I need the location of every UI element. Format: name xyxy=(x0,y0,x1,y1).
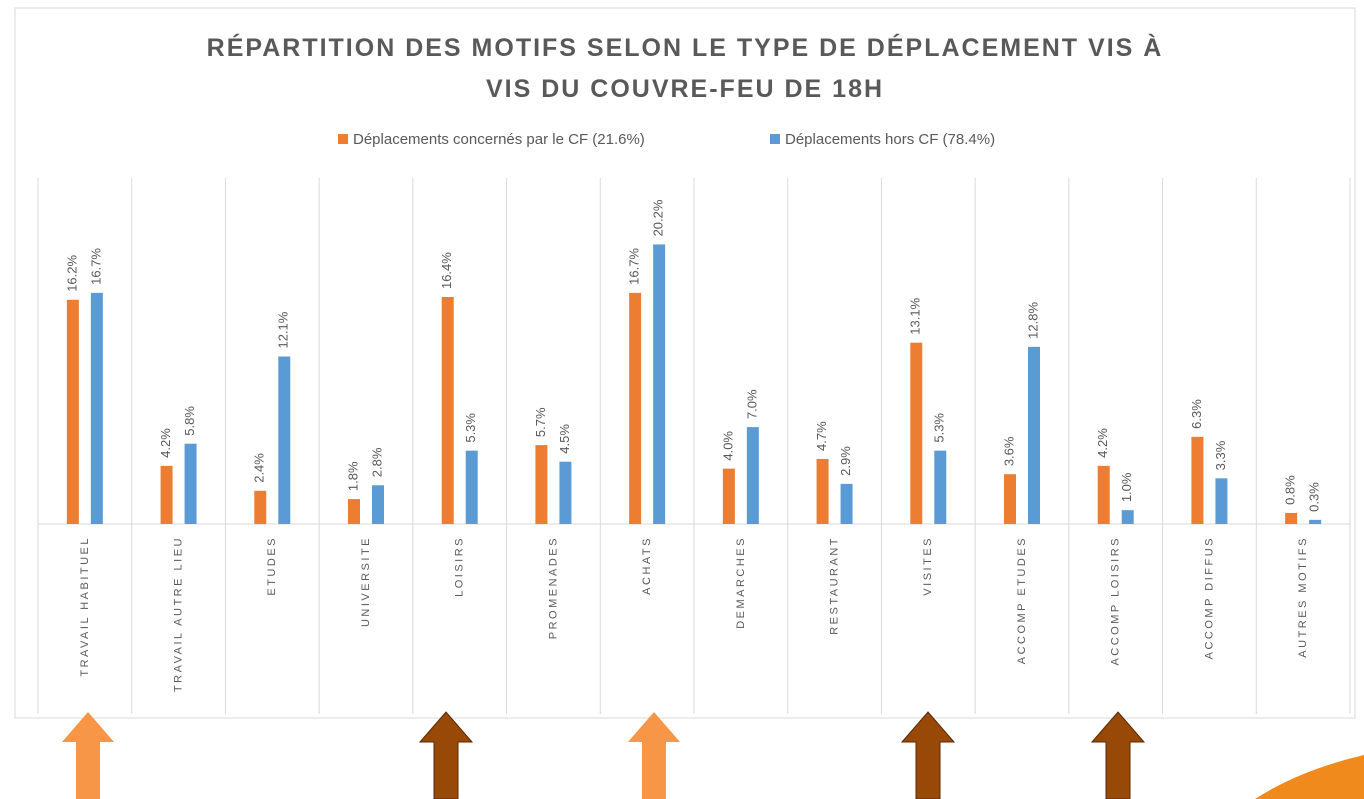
value-label: 13.1% xyxy=(908,297,923,334)
x-tick-label: VISITES xyxy=(922,536,934,596)
decoration xyxy=(1255,755,1364,799)
arrow xyxy=(62,712,114,799)
x-tick-label: PROMENADES xyxy=(547,536,559,639)
x-tick-label: ACCOMP DIFFUS xyxy=(1203,536,1215,659)
value-label: 16.7% xyxy=(627,248,642,285)
bar xyxy=(372,485,384,524)
bar xyxy=(746,427,759,524)
x-tick-label: LOISIRS xyxy=(454,536,466,597)
value-label: 5.3% xyxy=(932,413,947,443)
x-tick-label: ETUDES xyxy=(266,536,278,596)
arrow xyxy=(418,711,474,799)
bar xyxy=(66,299,79,524)
bar xyxy=(90,292,103,524)
x-tick-label: ACCOMP ETUDES xyxy=(1016,536,1028,664)
x-tick-label: TRAVAIL HABITUEL xyxy=(79,536,91,677)
value-label: 2.8% xyxy=(369,447,384,477)
x-tick-label: TRAVAIL AUTRE LIEU xyxy=(172,536,184,692)
value-label: 12.8% xyxy=(1025,302,1040,339)
value-label: 12.1% xyxy=(276,311,291,348)
arrows xyxy=(62,711,1364,799)
value-label: 20.2% xyxy=(651,199,666,236)
value-label: 3.6% xyxy=(1001,436,1016,466)
value-label: 7.0% xyxy=(744,389,759,419)
arrow xyxy=(628,712,680,799)
bar xyxy=(465,450,478,524)
value-label: 5.3% xyxy=(463,413,478,443)
arrow xyxy=(900,711,956,799)
bar xyxy=(840,483,853,524)
value-label: 4.0% xyxy=(720,431,735,461)
bar xyxy=(816,458,829,524)
bar xyxy=(160,465,173,524)
value-label: 4.2% xyxy=(158,428,173,458)
legend-swatch xyxy=(338,134,348,144)
bar xyxy=(1191,436,1204,524)
legend-label: Déplacements hors CF (78.4%) xyxy=(785,131,995,148)
chart-frame xyxy=(14,7,1356,719)
bar xyxy=(1215,478,1228,524)
value-label: 1.0% xyxy=(1119,472,1134,502)
value-label: 2.9% xyxy=(838,446,853,476)
bar xyxy=(441,297,454,524)
bar xyxy=(910,342,923,524)
x-tick-label: DEMARCHES xyxy=(735,536,747,629)
value-label: 6.3% xyxy=(1189,399,1204,429)
bar xyxy=(1285,512,1298,524)
bar xyxy=(254,490,267,524)
value-label: 16.4% xyxy=(439,252,454,289)
legend-label: Déplacements concernés par le CF (21.6%) xyxy=(353,131,645,148)
bar xyxy=(1309,519,1322,524)
bar xyxy=(934,450,947,524)
arrow xyxy=(1090,711,1146,799)
x-tick-label: ACCOMP LOISIRS xyxy=(1110,536,1122,666)
value-label: 4.2% xyxy=(1095,428,1110,458)
value-label: 4.5% xyxy=(557,424,572,454)
chart-title: VIS DU COUVRE-FEU DE 18H xyxy=(486,75,884,103)
bar xyxy=(184,443,197,524)
x-tick-label: RESTAURANT xyxy=(828,536,840,635)
bar xyxy=(348,499,360,524)
x-tick-label: AUTRES MOTIFS xyxy=(1297,536,1309,658)
chart-title: RÉPARTITION DES MOTIFS SELON LE TYPE DE … xyxy=(207,33,1164,62)
value-label: 2.4% xyxy=(252,453,267,483)
value-label: 4.7% xyxy=(814,421,829,451)
bar xyxy=(559,461,572,524)
value-label: 0.8% xyxy=(1283,475,1298,505)
bar xyxy=(629,292,642,524)
value-label: 16.7% xyxy=(88,248,103,285)
x-tick-label: UNIVERSITE xyxy=(360,536,372,627)
x-tick-label: ACHATS xyxy=(641,536,653,595)
bar xyxy=(722,468,735,524)
bar xyxy=(1028,346,1040,524)
value-label: 1.8% xyxy=(345,461,360,491)
bar xyxy=(535,445,548,524)
value-label: 5.7% xyxy=(533,407,548,437)
value-label: 16.2% xyxy=(64,254,79,291)
bar xyxy=(1097,465,1110,524)
bar xyxy=(278,356,291,524)
legend: Déplacements concernés par le CF (21.6%)… xyxy=(338,131,995,148)
legend-swatch xyxy=(770,134,780,144)
bar xyxy=(1121,510,1134,524)
value-label: 3.3% xyxy=(1213,440,1228,470)
value-label: 5.8% xyxy=(182,406,197,436)
value-label: 0.3% xyxy=(1307,482,1322,512)
bar xyxy=(1004,474,1016,524)
bar xyxy=(653,244,666,524)
